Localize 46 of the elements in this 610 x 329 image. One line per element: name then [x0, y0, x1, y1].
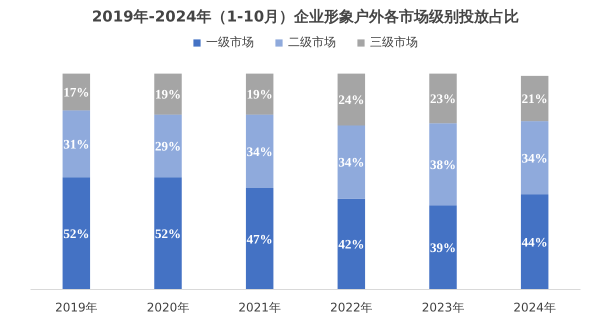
data-label: 19% [246, 86, 273, 102]
x-tick-label: 2022年 [330, 300, 373, 314]
bar [246, 74, 274, 115]
bar [154, 114, 182, 178]
data-label: 24% [338, 92, 364, 108]
data-label: 42% [338, 236, 364, 252]
bar [429, 123, 457, 206]
data-label: 34% [338, 154, 364, 170]
chart-title: 2019年-2024年（1-10月）企业形象户外各市场级别投放占比 [92, 8, 520, 26]
bar [246, 188, 274, 290]
bar [154, 177, 182, 290]
data-label: 38% [430, 156, 456, 172]
data-label: 52% [155, 226, 181, 241]
data-label: 19% [155, 86, 181, 102]
data-label: 52% [63, 226, 90, 241]
x-tick-label: 2021年 [238, 300, 281, 314]
data-label: 17% [63, 84, 90, 100]
bar [520, 194, 548, 290]
data-label: 47% [246, 231, 273, 246]
bar [520, 76, 548, 122]
data-label: 34% [522, 150, 548, 166]
x-tick-label: 2024年 [513, 300, 556, 314]
x-tick-label: 2023年 [422, 300, 464, 314]
data-label: 29% [155, 138, 181, 154]
bar [62, 110, 90, 178]
data-label: 31% [63, 136, 90, 152]
legend-label: 一级市场 [206, 34, 254, 51]
bar [154, 74, 182, 115]
data-label: 39% [430, 240, 456, 255]
bar [338, 74, 366, 126]
data-label: 44% [522, 234, 548, 250]
x-tick-label: 2019年 [55, 300, 98, 314]
bar [62, 74, 90, 110]
legend-label: 三级市场 [370, 34, 418, 51]
data-label: 21% [522, 90, 548, 106]
bar [429, 205, 457, 290]
legend-label: 二级市场 [288, 34, 336, 51]
bar [62, 177, 90, 290]
x-tick-label: 2020年 [146, 300, 190, 314]
data-label: 34% [246, 144, 273, 159]
bar [429, 74, 457, 124]
bar [338, 125, 366, 199]
bar [520, 121, 548, 195]
data-label: 23% [430, 90, 456, 106]
bar [338, 198, 366, 290]
bar [246, 114, 274, 188]
